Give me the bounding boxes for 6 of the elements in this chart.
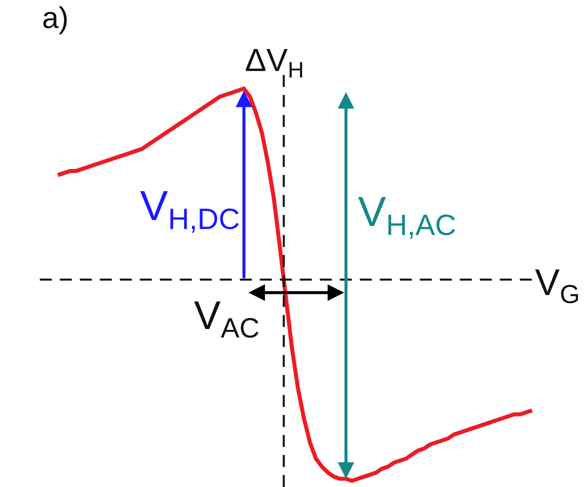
annotation: V$_{H,DC}$ xyxy=(140,182,240,236)
annotation: V$_{AC}$ xyxy=(194,294,260,344)
annotation: V$_{H,AC}$ xyxy=(358,188,456,242)
x-axis-title: V$_{G}$ xyxy=(535,262,580,309)
text: a) xyxy=(42,2,69,35)
y-axis-title: ΔV$_{H}$ xyxy=(245,42,304,83)
